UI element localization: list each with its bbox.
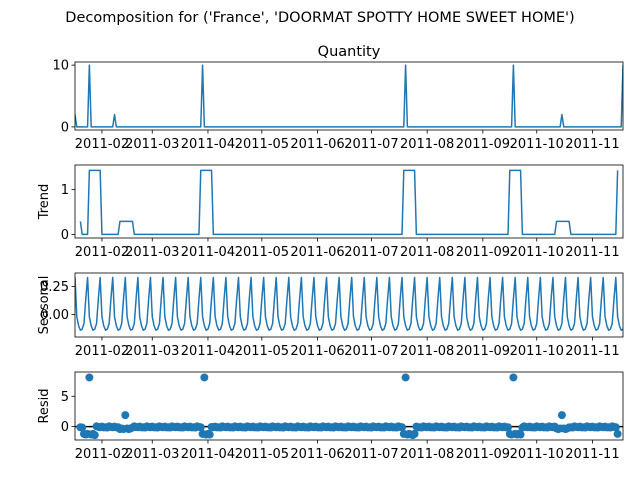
- resid-xtick-label: 2011-03: [125, 447, 179, 462]
- trend-ylabel: Trend: [37, 184, 52, 221]
- resid-ytick-label: 0: [61, 420, 69, 435]
- resid-point: [401, 373, 410, 382]
- resid-point: [613, 429, 622, 438]
- resid-point: [205, 430, 214, 439]
- seasonal-plot-area: [75, 276, 623, 332]
- trend-ytick-label: 1: [61, 183, 69, 198]
- resid-xtick-label: 2011-02: [75, 447, 129, 462]
- resid-point: [410, 429, 419, 438]
- seasonal-ylabel: Seasonal: [37, 276, 52, 335]
- resid-point: [611, 423, 620, 432]
- observed-xtick-label: 2011-06: [290, 137, 344, 152]
- resid-plot-area: [75, 373, 623, 440]
- seasonal-xtick-label: 2011-02: [75, 344, 129, 359]
- seasonal-xtick-label: 2011-03: [125, 344, 179, 359]
- seasonal-xtick-label: 2011-06: [290, 344, 344, 359]
- observed-xtick-label: 2011-10: [510, 137, 564, 152]
- resid-point: [200, 373, 209, 382]
- seasonal-ytick-label: 0.25: [40, 280, 69, 295]
- resid-xtick-label: 2011-06: [290, 447, 344, 462]
- observed-xtick-label: 2011-04: [181, 137, 235, 152]
- resid-xtick-label: 2011-11: [565, 447, 619, 462]
- observed-series-line: [75, 64, 623, 128]
- trend-xtick-label: 2011-08: [400, 245, 454, 260]
- trend-xtick-label: 2011-11: [565, 245, 619, 260]
- observed-xtick-label: 2011-03: [125, 137, 179, 152]
- seasonal-xtick-label: 2011-11: [565, 344, 619, 359]
- trend-series-line: [79, 169, 619, 236]
- seasonal-xtick-label: 2011-08: [400, 344, 454, 359]
- observed-ytick-label: 0: [61, 120, 69, 135]
- trend-axes-frame: [74, 164, 624, 239]
- resid-point: [121, 411, 130, 420]
- resid-point: [90, 431, 99, 440]
- observed-xtick-label: 2011-07: [344, 137, 398, 152]
- trend-ytick-label: 0: [61, 228, 69, 243]
- observed-axes-frame: [74, 61, 624, 131]
- resid-ytick-label: 5: [61, 390, 69, 405]
- resid-point: [557, 411, 566, 420]
- observed-xtick-label: 2011-05: [235, 137, 289, 152]
- resid-axes-frame: [74, 371, 624, 441]
- resid-point: [504, 423, 513, 432]
- resid-xtick-label: 2011-04: [181, 447, 235, 462]
- resid-xtick-label: 2011-10: [510, 447, 564, 462]
- trend-xtick-label: 2011-05: [235, 245, 289, 260]
- seasonal-xtick-label: 2011-10: [510, 344, 564, 359]
- observed-plot-area: [75, 64, 623, 128]
- seasonal-axes-frame: [74, 272, 624, 338]
- resid-point: [78, 423, 87, 432]
- observed-title: Quantity: [318, 44, 381, 60]
- trend-xtick-label: 2011-04: [181, 245, 235, 260]
- seasonal-ytick-label: 0.00: [40, 308, 69, 323]
- seasonal-xtick-label: 2011-04: [181, 344, 235, 359]
- resid-point: [509, 373, 518, 382]
- trend-xtick-label: 2011-09: [456, 245, 510, 260]
- observed-xtick-label: 2011-09: [456, 137, 510, 152]
- resid-xtick-label: 2011-08: [400, 447, 454, 462]
- resid-xtick-label: 2011-07: [344, 447, 398, 462]
- resid-point: [196, 423, 205, 432]
- seasonal-xtick-label: 2011-09: [456, 344, 510, 359]
- trend-xtick-label: 2011-02: [75, 245, 129, 260]
- observed-ytick-label: 10: [52, 59, 69, 74]
- resid-xtick-label: 2011-09: [456, 447, 510, 462]
- seasonal-xtick-label: 2011-05: [235, 344, 289, 359]
- resid-ylabel: Resid: [37, 388, 52, 423]
- trend-xtick-label: 2011-07: [344, 245, 398, 260]
- resid-point: [398, 423, 406, 432]
- trend-xtick-label: 2011-03: [125, 245, 179, 260]
- resid-point: [516, 430, 525, 439]
- observed-xtick-label: 2011-08: [400, 137, 454, 152]
- observed-xtick-label: 2011-02: [75, 137, 129, 152]
- trend-xtick-label: 2011-06: [290, 245, 344, 260]
- observed-xtick-label: 2011-11: [565, 137, 619, 152]
- figure-suptitle: Decomposition for ('France', 'DOORMAT SP…: [65, 10, 574, 26]
- resid-xtick-label: 2011-05: [235, 447, 289, 462]
- trend-plot-area: [79, 169, 619, 236]
- seasonal-series-line: [75, 276, 623, 332]
- seasonal-xtick-label: 2011-07: [344, 344, 398, 359]
- trend-xtick-label: 2011-10: [510, 245, 564, 260]
- resid-point: [85, 373, 94, 382]
